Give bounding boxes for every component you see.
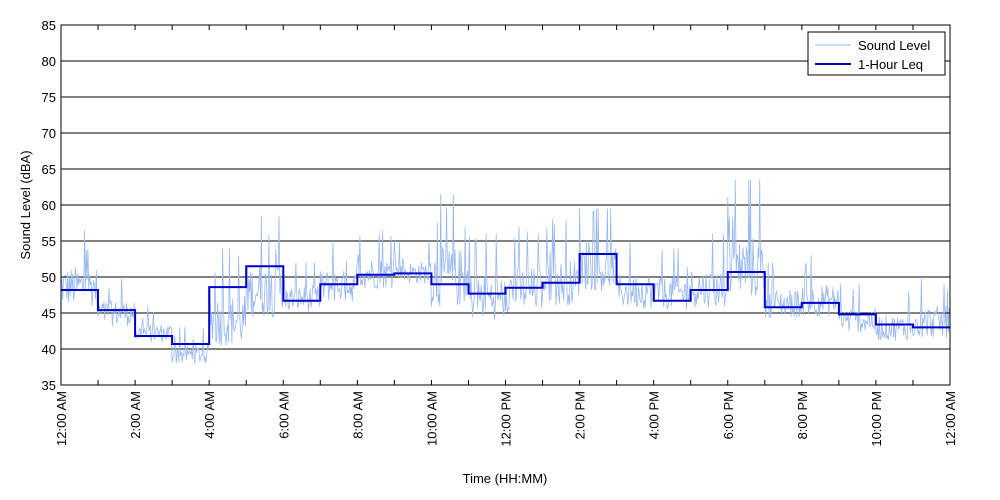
y-tick-label: 65 — [42, 162, 56, 177]
x-axis-label: Time (HH:MM) — [463, 471, 548, 486]
x-tick-label: 10:00 AM — [424, 391, 439, 446]
y-tick-label: 75 — [42, 90, 56, 105]
series-leq-step — [61, 253, 950, 345]
x-tick-label: 6:00 AM — [276, 391, 291, 439]
x-tick-label: 8:00 AM — [350, 391, 365, 439]
legend-box — [807, 31, 946, 76]
x-tick-label: 10:00 PM — [869, 391, 884, 447]
y-axis-label: Sound Level (dBA) — [18, 150, 33, 259]
y-tick-label: 70 — [42, 126, 56, 141]
x-tick-label: 8:00 PM — [795, 391, 810, 439]
x-tick-label: 2:00 PM — [573, 391, 588, 439]
legend-label-sound-level: Sound Level — [858, 38, 930, 53]
y-tick-label: 50 — [42, 270, 56, 285]
series-layer — [60, 179, 950, 365]
axes: 35 40 45 50 55 60 65 70 75 80 85 12:00 AM 2:00 AM 4:0… — [42, 18, 958, 447]
x-tick-label: 12:00 PM — [499, 391, 514, 447]
y-tick-label: 45 — [42, 306, 56, 321]
legend-label-leq: 1-Hour Leq — [858, 57, 923, 72]
legend: Sound Level 1-Hour Leq — [807, 31, 946, 76]
x-tick-label: 4:00 PM — [647, 391, 662, 439]
x-tick-label: 6:00 PM — [721, 391, 736, 439]
x-tick-label: 12:00 AM — [943, 391, 958, 446]
x-tick-label: 2:00 AM — [128, 391, 143, 439]
y-tick-label: 35 — [42, 378, 56, 393]
y-tick-label: 60 — [42, 198, 56, 213]
x-tick-label: 12:00 AM — [54, 391, 69, 446]
grid-lines — [61, 60, 950, 350]
y-tick-label: 85 — [42, 18, 56, 33]
y-tick-label: 55 — [42, 234, 56, 249]
x-tick-label: 4:00 AM — [202, 391, 217, 439]
y-tick-label: 80 — [42, 54, 56, 69]
y-tick-label: 40 — [42, 342, 56, 357]
